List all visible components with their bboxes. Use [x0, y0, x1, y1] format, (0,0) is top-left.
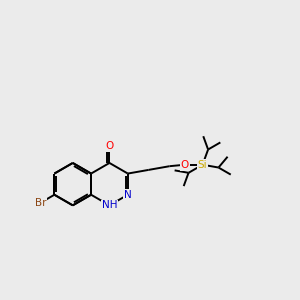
Text: N: N — [124, 190, 132, 200]
Text: Si: Si — [198, 160, 207, 170]
Text: NH: NH — [102, 200, 117, 210]
Text: Br: Br — [34, 198, 46, 208]
Text: O: O — [181, 160, 189, 170]
Text: O: O — [105, 141, 114, 151]
